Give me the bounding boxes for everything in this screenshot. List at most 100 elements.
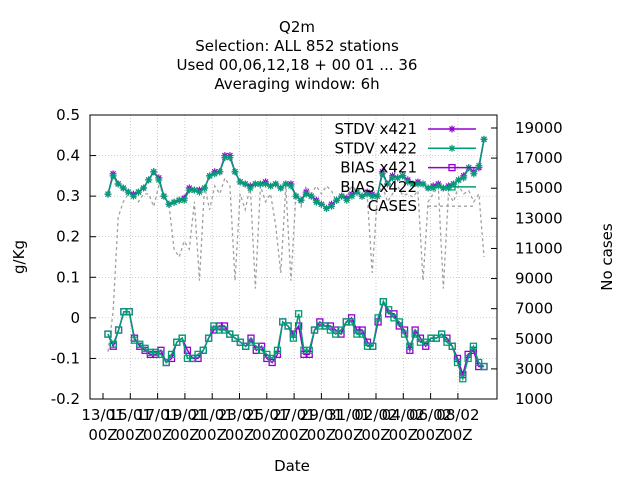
x-tick-label-hour: 00Z (225, 426, 254, 444)
data-point (215, 322, 223, 330)
y2-tick-label: 17000 (515, 149, 563, 167)
data-point (300, 346, 308, 354)
data-point (460, 174, 468, 182)
x-axis: 13/01 00Z 15/01 00Z 17/01 00Z 19/01 00Z 21/01 00Z… (81, 393, 480, 444)
x-tick-label-date: 29/01 (300, 406, 343, 424)
data-point (146, 348, 155, 356)
data-point (332, 330, 340, 338)
data-point (429, 184, 437, 192)
data-point (120, 308, 128, 316)
data-point (263, 350, 271, 359)
data-point (312, 198, 320, 206)
data-point (353, 188, 361, 196)
x-tick-label-hour: 00Z (143, 426, 172, 444)
x-tick-label-hour: 00Z (307, 426, 336, 444)
data-point (409, 180, 417, 188)
x-tick-label-date: 19/01 (163, 406, 206, 424)
series-line (107, 176, 485, 352)
data-point (389, 174, 397, 182)
data-point (422, 338, 430, 346)
data-point (220, 322, 229, 330)
data-point (326, 322, 335, 330)
title-line-1: Q2m (279, 18, 315, 36)
data-point (170, 198, 178, 206)
data-point (231, 334, 239, 342)
data-point (316, 322, 324, 330)
x-tick-label-hour: 00Z (416, 426, 445, 444)
data-point (183, 346, 192, 354)
data-point (455, 176, 463, 184)
data-point (358, 330, 366, 338)
data-point (404, 178, 412, 186)
grid (90, 115, 497, 399)
data-point (342, 318, 350, 326)
x-tick-label-date: 15/01 (109, 406, 152, 424)
y-tick-label: 0.2 (56, 228, 80, 246)
data-point (432, 334, 440, 342)
data-point (257, 342, 266, 350)
data-point (321, 322, 329, 330)
data-point (130, 336, 139, 344)
y2-tick-label: 19000 (515, 119, 563, 137)
data-point (150, 168, 158, 176)
data-point (400, 330, 409, 338)
data-point (241, 180, 249, 188)
data-point (416, 338, 425, 346)
data-point (292, 192, 300, 200)
legend-label: CASES (368, 197, 417, 215)
x-tick-label-date: 17/01 (136, 406, 179, 424)
data-point (363, 342, 372, 350)
data-point (194, 354, 202, 363)
y2-tick-label: 7000 (515, 300, 553, 318)
series-stdv-x421 (104, 135, 488, 212)
data-point (297, 196, 305, 204)
plot-frame (89, 114, 498, 400)
y-axis: 0.5 0.4 0.3 0.2 0.1 0 -0.1 -0.2 (51, 106, 96, 408)
data-point (124, 188, 132, 196)
data-point (333, 196, 341, 204)
data-point (363, 190, 371, 198)
data-point (443, 338, 451, 346)
data-point (199, 346, 207, 354)
data-point (424, 184, 432, 192)
data-point (284, 322, 292, 330)
data-point (411, 330, 419, 338)
data-point (263, 354, 271, 363)
data-point (145, 176, 153, 184)
data-point (332, 326, 340, 334)
data-point (279, 318, 287, 326)
x-tick-label-hour: 00Z (443, 426, 472, 444)
data-point (268, 354, 276, 363)
data-point (480, 135, 488, 143)
data-point (236, 178, 244, 186)
data-point (252, 346, 260, 354)
x-tick-label-hour: 00Z (389, 426, 418, 444)
data-point (347, 314, 356, 322)
data-point (422, 342, 430, 350)
data-point (326, 326, 335, 334)
series-stdv-x422 (104, 135, 488, 212)
data-point (369, 342, 377, 350)
legend-marker (448, 183, 456, 191)
data-point (337, 326, 345, 334)
data-point (300, 350, 308, 359)
data-point (167, 350, 176, 359)
data-point (155, 176, 163, 184)
series-bias-x422 (104, 297, 488, 383)
data-point (475, 362, 483, 371)
x-tick-label-hour: 00Z (252, 426, 281, 444)
data-point (328, 202, 336, 210)
x-tick-label-date: 27/01 (272, 406, 315, 424)
y2-axis-label: No cases (598, 223, 616, 291)
y-tick-label: 0 (70, 309, 80, 327)
data-point (109, 340, 117, 348)
data-point (129, 192, 137, 200)
y-axis-label: g/Kg (10, 240, 28, 274)
data-point (390, 314, 398, 322)
data-point (305, 350, 313, 359)
data-point (104, 190, 112, 198)
x-tick-label-hour: 00Z (198, 426, 227, 444)
data-point (268, 358, 276, 367)
data-point (378, 170, 386, 178)
